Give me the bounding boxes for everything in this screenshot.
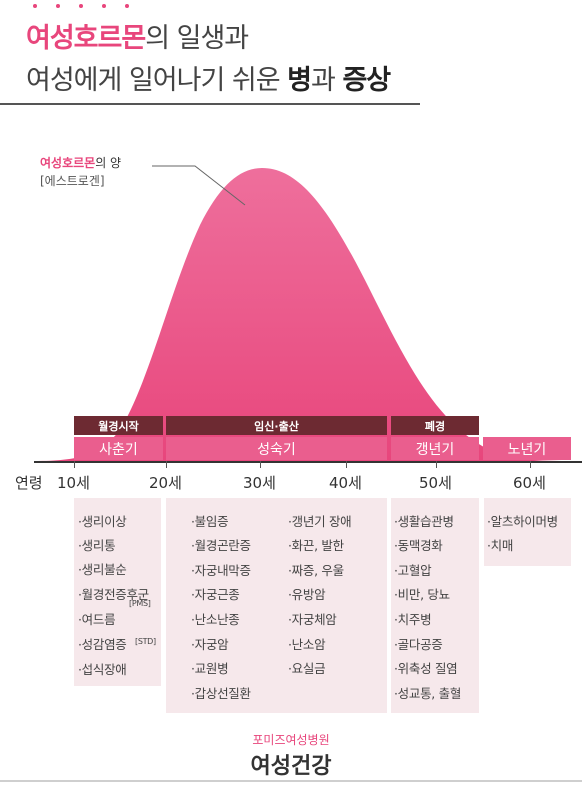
footer-title: 여성건강 — [250, 754, 332, 779]
stage-climacteric: 갱년기 — [391, 437, 479, 460]
hormone-label: 여성호르몬의 양 — [40, 154, 121, 171]
list-item: ·자궁내막증 — [191, 563, 251, 578]
axis-tick — [436, 461, 437, 468]
axis-tick — [260, 461, 261, 468]
list-item: ·치주병 — [394, 612, 432, 627]
age-label-30: 30세 — [243, 474, 276, 492]
title-highlight: 여성호르몬 — [26, 23, 146, 54]
stage-senior: 노년기 — [483, 437, 571, 460]
menopause-list-bg — [391, 498, 479, 713]
label-leader-line — [152, 165, 246, 206]
axis-tick — [166, 461, 167, 468]
axis-tick — [530, 461, 531, 468]
list-item: ·골다공증 — [394, 637, 443, 652]
list-item: ·생리불순 — [78, 562, 127, 577]
list-item: ·월경전증후군 — [78, 587, 149, 602]
list-item: ·난소난종 — [191, 612, 240, 627]
list-item: ·교원병 — [191, 661, 229, 676]
stage-top-menopause: 폐경 — [391, 416, 479, 435]
stage-top-pregnancy: 임신·출산 — [166, 416, 387, 435]
hormone-label-rest: 의 양 — [95, 156, 122, 170]
age-axis — [34, 461, 582, 463]
title-emphasis-dots — [33, 4, 129, 8]
list-item: ·요실금 — [288, 661, 326, 676]
list-item: ·불임증 — [191, 514, 229, 529]
age-label-60: 60세 — [513, 474, 546, 492]
list-item: ·동맥경화 — [394, 538, 443, 553]
stage-top-menarche: 월경시작 — [74, 416, 163, 435]
age-label-50: 50세 — [419, 474, 452, 492]
footer-hospital-name: 포미즈여성병원 — [252, 733, 330, 747]
list-item: ·자궁암 — [191, 637, 229, 652]
axis-tick — [346, 461, 347, 468]
stage-mature: 성숙기 — [166, 437, 387, 460]
list-item: ·섭식장애 — [78, 662, 127, 677]
list-item: ·유방암 — [288, 587, 326, 602]
list-item: ·치매 — [487, 538, 514, 553]
list-item: ·성감염증 — [78, 637, 127, 652]
senior-list-bg — [484, 498, 571, 566]
std-tag: [STD] — [135, 637, 156, 646]
list-item: ·화끈, 발한 — [288, 538, 344, 553]
list-item: ·고혈압 — [394, 563, 432, 578]
age-label-10: 10세 — [57, 474, 90, 492]
mature-list-bg — [166, 498, 387, 713]
title-divider — [0, 103, 420, 105]
list-item: ·생리통 — [78, 538, 116, 553]
list-item: ·성교통, 출혈 — [394, 686, 462, 701]
list-item: ·생리이상 — [78, 514, 127, 529]
list-item: ·비만, 당뇨 — [394, 587, 450, 602]
axis-title: 연령 — [15, 474, 43, 492]
title-bold-symptom: 증상 — [342, 65, 391, 96]
list-item: ·갑상선질환 — [191, 686, 251, 701]
axis-tick — [74, 461, 75, 468]
list-item: ·위축성 질염 — [394, 661, 458, 676]
list-item: ·알츠하이머병 — [487, 514, 558, 529]
page-title-line2: 여성에게 일어나기 쉬운 병과 증상 — [26, 58, 391, 97]
list-item: ·난소암 — [288, 637, 326, 652]
hormone-label-highlight: 여성호르몬 — [40, 156, 96, 170]
title-text: 과 — [311, 65, 343, 96]
list-item: ·자궁체암 — [288, 612, 337, 627]
footer-divider — [0, 780, 582, 782]
estrogen-curve — [34, 168, 582, 461]
list-item: ·짜증, 우울 — [288, 563, 344, 578]
stage-puberty: 사춘기 — [74, 437, 163, 460]
list-item: ·생활습관병 — [394, 514, 454, 529]
pms-tag: [PMS] — [129, 599, 151, 608]
age-label-40: 40세 — [329, 474, 362, 492]
puberty-list-bg — [74, 498, 161, 686]
list-item: ·갱년기 장애 — [288, 514, 352, 529]
list-item: ·여드름 — [78, 612, 116, 627]
hormone-sublabel: [에스트로겐] — [40, 174, 105, 188]
title-rest: 의 일생과 — [145, 23, 249, 54]
title-text: 여성에게 일어나기 쉬운 — [26, 65, 288, 96]
title-bold-disease: 병 — [287, 65, 312, 96]
age-label-20: 20세 — [149, 474, 182, 492]
page-title-line1: 여성호르몬의 일생과 — [26, 16, 249, 55]
list-item: ·월경곤란증 — [191, 538, 251, 553]
list-item: ·자궁근종 — [191, 587, 240, 602]
